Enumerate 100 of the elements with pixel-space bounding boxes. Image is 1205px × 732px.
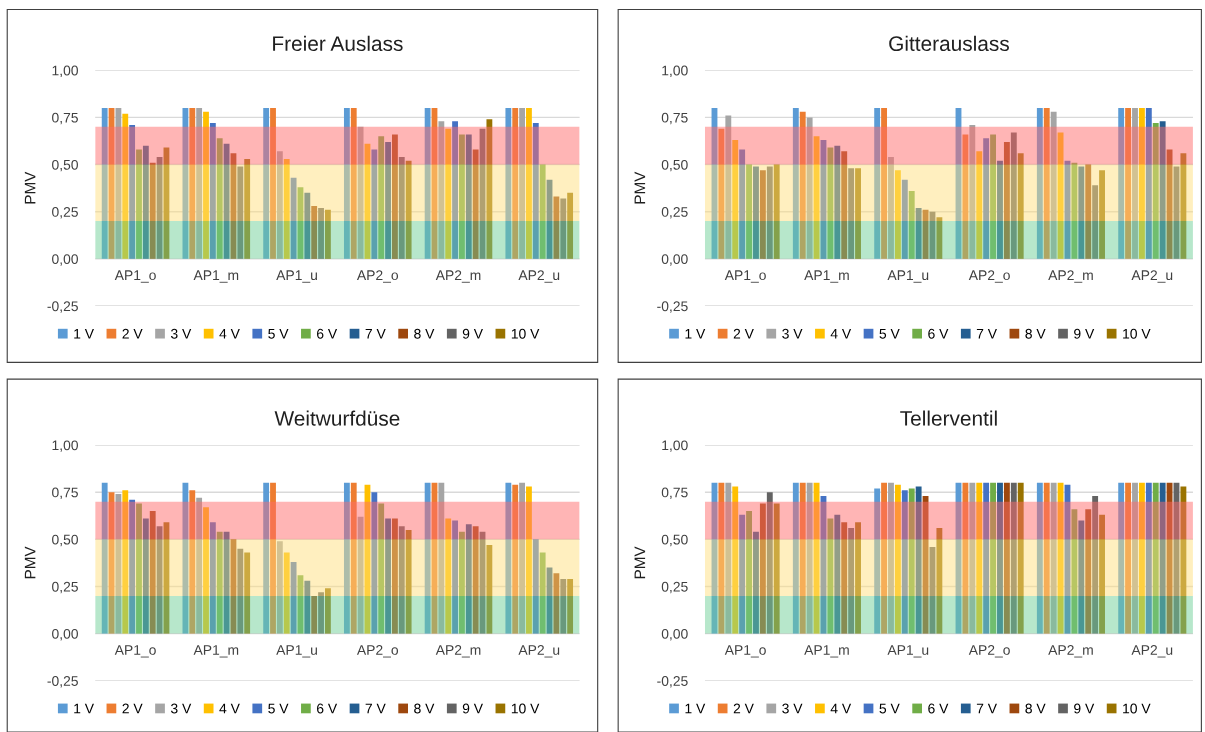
bar <box>718 482 725 634</box>
bar <box>405 160 412 259</box>
bar <box>1003 141 1010 259</box>
bar <box>855 522 861 634</box>
bar <box>739 514 746 634</box>
bar <box>1125 107 1132 259</box>
bar <box>553 196 560 259</box>
y-tick-label: 0,00 <box>52 254 78 266</box>
bar <box>405 529 412 634</box>
legend-label: 9 V <box>462 703 483 714</box>
x-tick-label: AP1_u <box>276 270 317 283</box>
legend-label: 5 V <box>879 703 900 714</box>
bar <box>1036 482 1043 634</box>
bar <box>567 578 574 634</box>
bar <box>915 207 922 259</box>
y-tick-label: 0,00 <box>661 254 688 266</box>
bar <box>526 107 532 259</box>
x-tick-label: AP2_o <box>356 645 399 658</box>
bar <box>1145 482 1152 634</box>
bar <box>834 145 841 259</box>
bar <box>1138 482 1145 634</box>
bar <box>445 518 452 634</box>
bar <box>827 147 834 259</box>
bar <box>1092 495 1099 634</box>
legend-label: 4 V <box>219 328 240 339</box>
bar <box>424 482 431 634</box>
legend-label: 6 V <box>317 703 338 714</box>
legend-label: 10 V <box>511 328 540 339</box>
chart-title: Weitwurfdüse <box>274 410 400 426</box>
legend-label: 10 V <box>1123 328 1151 339</box>
bar <box>263 107 270 259</box>
bar <box>311 206 318 259</box>
bar <box>1152 482 1159 634</box>
bar <box>325 209 331 259</box>
x-tick-label: AP2_m <box>1048 270 1093 283</box>
bar <box>526 486 532 634</box>
bar <box>1057 482 1064 634</box>
bar <box>1010 482 1017 634</box>
bar <box>773 503 780 634</box>
bar <box>196 107 203 259</box>
legend-label: 4 V <box>830 328 852 339</box>
legend-label: 4 V <box>830 703 852 714</box>
legend-label: 6 V <box>928 703 949 714</box>
legend-label: 9 V <box>1074 328 1095 339</box>
y-tick-label: -0,25 <box>47 676 78 688</box>
bar <box>459 134 465 259</box>
bar <box>136 149 142 259</box>
bar <box>149 162 156 259</box>
bar <box>465 524 472 634</box>
bar <box>766 166 773 259</box>
bar <box>539 552 546 634</box>
bar <box>1099 170 1105 259</box>
bar <box>732 486 739 634</box>
legend-label: 7 V <box>365 328 386 339</box>
bar <box>203 507 209 634</box>
y-tick-label: -0,25 <box>47 301 78 313</box>
bar <box>136 503 142 634</box>
bar <box>969 124 976 259</box>
bar <box>725 482 732 634</box>
bar <box>976 151 983 259</box>
y-tick-label: 1,00 <box>662 65 688 78</box>
legend-label: 10 V <box>1123 703 1151 714</box>
bar <box>1050 482 1057 634</box>
y-tick-label: 0,25 <box>661 207 688 219</box>
bar <box>122 113 129 259</box>
bar <box>753 166 759 259</box>
bar <box>115 107 122 259</box>
bar <box>276 151 283 259</box>
x-tick-label: AP2_o <box>968 645 1010 658</box>
bar <box>560 198 567 259</box>
y-tick-label: 0,75 <box>661 487 688 500</box>
bar <box>424 107 431 259</box>
bar <box>283 552 290 634</box>
y-tick-label: 1,00 <box>52 440 78 452</box>
bar <box>746 511 752 634</box>
y-tick-label: 0,50 <box>661 159 688 172</box>
bar <box>759 503 766 634</box>
legend-label: 8 V <box>1025 328 1046 339</box>
bar <box>746 164 752 259</box>
bar <box>142 518 149 634</box>
legend-label: 1 V <box>685 328 706 339</box>
x-tick-label: AP1_u <box>276 645 317 658</box>
x-tick-label: AP2_o <box>968 270 1010 283</box>
bar <box>962 482 969 634</box>
chart-title: Gitterauslass <box>889 35 1009 52</box>
bar <box>881 107 888 259</box>
bar <box>983 482 990 634</box>
bar <box>792 107 799 259</box>
bar <box>1118 107 1125 259</box>
bar <box>378 503 385 634</box>
bar <box>318 207 324 259</box>
bar <box>553 573 560 634</box>
bar <box>1180 486 1187 634</box>
bar <box>901 490 908 634</box>
chart-title: Tellerventil <box>900 410 997 426</box>
bar <box>997 482 1003 634</box>
bar <box>908 488 915 634</box>
bar <box>894 170 901 259</box>
bar <box>1132 107 1138 259</box>
bar <box>888 157 894 259</box>
